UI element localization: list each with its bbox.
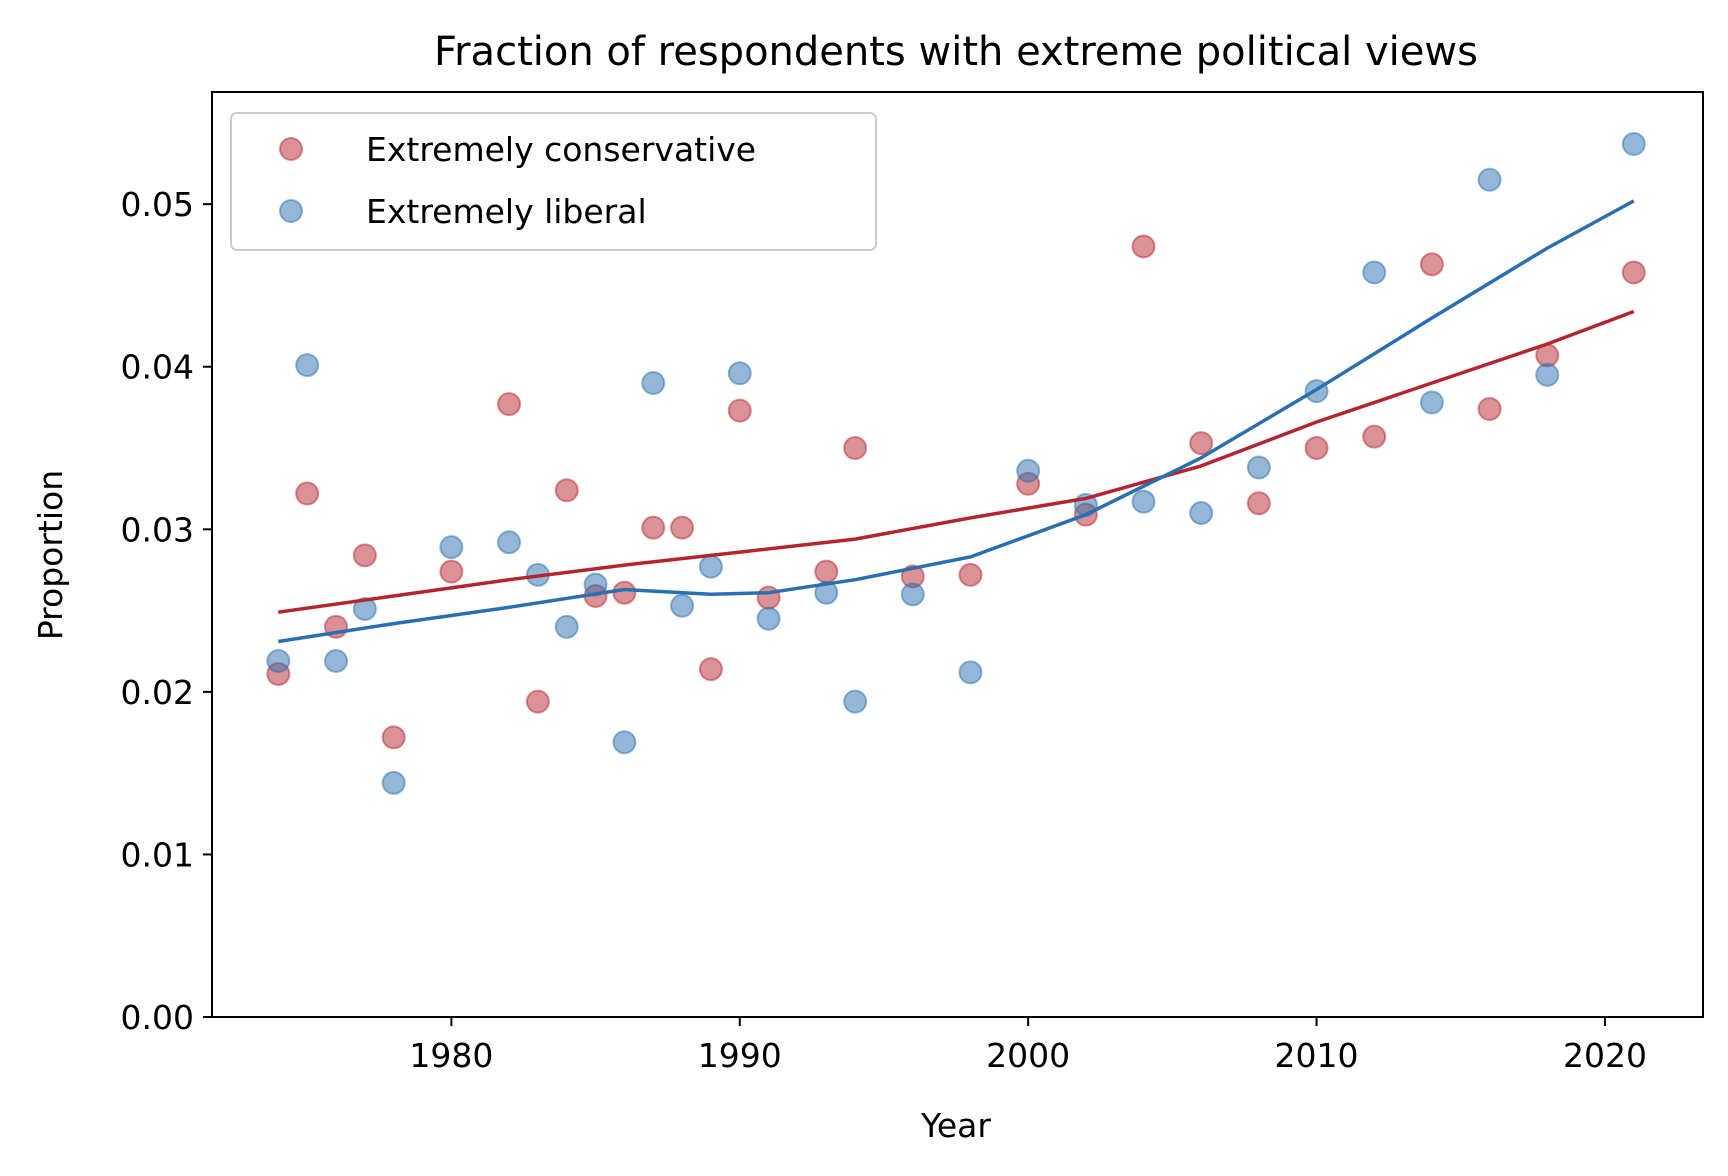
legend-label-conservative: Extremely conservative [366, 130, 756, 169]
data-point-conservative [1621, 260, 1646, 285]
data-point-conservative [698, 657, 723, 682]
data-point-conservative [641, 515, 666, 540]
plot-frame [211, 91, 1704, 1018]
data-point-liberal [1246, 455, 1271, 480]
data-point-conservative [814, 559, 839, 584]
data-point-liberal [1016, 458, 1041, 483]
legend-marker-conservative [279, 137, 303, 161]
data-point-conservative [1131, 234, 1156, 259]
data-point-liberal [814, 580, 839, 605]
data-point-liberal [1131, 489, 1156, 514]
legend: Extremely conservative Extremely liberal [230, 112, 877, 251]
data-point-liberal [958, 660, 983, 685]
data-point-liberal [900, 582, 925, 607]
data-point-liberal [439, 535, 464, 560]
data-point-liberal [670, 593, 695, 618]
data-point-conservative [1189, 431, 1214, 456]
data-point-liberal [497, 530, 522, 555]
x-tick-label: 1980 [409, 1036, 493, 1075]
data-point-liberal [612, 730, 637, 755]
x-axis-label: Year [920, 1106, 991, 1145]
data-point-liberal [295, 353, 320, 378]
data-point-conservative [1362, 424, 1387, 449]
data-point-conservative [958, 562, 983, 587]
series-conservative-points [266, 234, 1646, 750]
data-point-conservative [554, 478, 579, 503]
legend-label-liberal: Extremely liberal [366, 192, 647, 231]
data-point-liberal [381, 770, 406, 795]
y-axis: 0.00 0.01 0.02 0.03 0.04 0.05 [121, 185, 212, 1037]
data-point-conservative [352, 543, 377, 568]
data-point-liberal [1477, 167, 1502, 192]
data-point-conservative [612, 580, 637, 605]
y-tick-label: 0.02 [121, 673, 194, 712]
plot-area [266, 132, 1646, 795]
data-point-conservative [1419, 252, 1444, 277]
data-point-liberal [1362, 260, 1387, 285]
y-tick-label: 0.04 [121, 348, 194, 387]
data-point-conservative [1246, 491, 1271, 516]
data-point-conservative [1477, 397, 1502, 422]
data-point-liberal [554, 614, 579, 639]
data-point-conservative [497, 392, 522, 417]
data-point-conservative [525, 689, 550, 714]
data-point-liberal [352, 596, 377, 621]
data-point-conservative [843, 436, 868, 461]
data-point-liberal [756, 606, 781, 631]
x-tick-label: 1990 [698, 1036, 782, 1075]
x-tick-label: 2000 [986, 1036, 1070, 1075]
x-tick-label: 2010 [1275, 1036, 1359, 1075]
data-point-liberal [324, 648, 349, 673]
y-tick-label: 0.03 [121, 510, 194, 549]
data-point-conservative [1304, 436, 1329, 461]
data-point-liberal [843, 689, 868, 714]
trend-line-conservative [278, 309, 1635, 614]
data-point-conservative [439, 559, 464, 584]
y-tick-label: 0.00 [121, 998, 194, 1037]
data-point-liberal [727, 361, 752, 386]
data-point-liberal [1621, 132, 1646, 157]
data-point-liberal [266, 648, 291, 673]
x-tick-label: 2020 [1563, 1036, 1647, 1075]
chart-title: Fraction of respondents with extreme pol… [434, 29, 1478, 75]
legend-box [230, 112, 877, 251]
data-point-conservative [295, 481, 320, 506]
data-point-liberal [1535, 362, 1560, 387]
trend-line-liberal [278, 199, 1635, 644]
x-axis: 1980 1990 2000 2010 2020 [409, 1017, 1647, 1075]
data-point-liberal [698, 554, 723, 579]
data-point-conservative [727, 398, 752, 423]
y-tick-label: 0.01 [121, 835, 194, 874]
data-point-liberal [641, 370, 666, 395]
legend-marker-liberal [279, 199, 303, 223]
y-axis-label: Proportion [31, 470, 70, 640]
y-tick-label: 0.05 [121, 185, 194, 224]
data-point-liberal [1419, 390, 1444, 415]
data-point-conservative [670, 515, 695, 540]
data-point-liberal [1189, 501, 1214, 526]
data-point-conservative [381, 725, 406, 750]
